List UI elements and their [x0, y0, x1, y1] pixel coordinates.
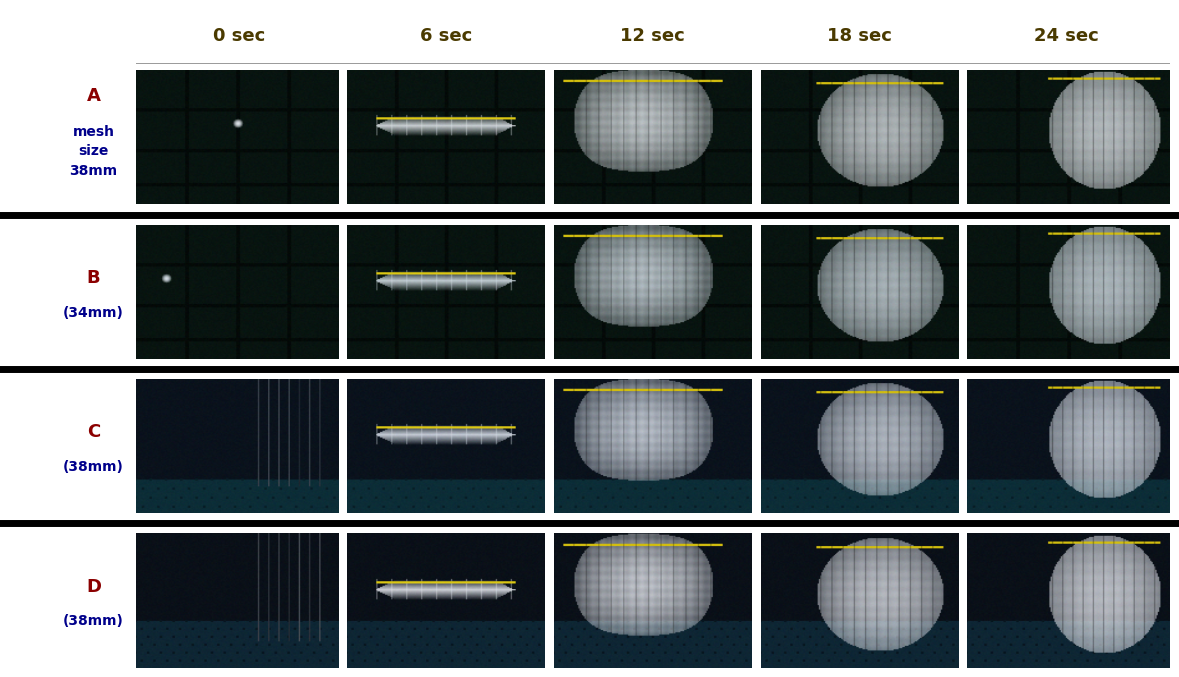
- Text: 6 sec: 6 sec: [420, 27, 472, 45]
- Text: (38mm): (38mm): [62, 615, 124, 628]
- Text: 18 sec: 18 sec: [826, 27, 891, 45]
- Text: A: A: [86, 87, 100, 104]
- Text: 12 sec: 12 sec: [620, 27, 685, 45]
- Text: B: B: [86, 269, 100, 287]
- Text: 0 sec: 0 sec: [213, 27, 265, 45]
- Text: (38mm): (38mm): [62, 460, 124, 474]
- Text: D: D: [86, 577, 101, 596]
- Text: 24 sec: 24 sec: [1034, 27, 1099, 45]
- Text: (34mm): (34mm): [62, 306, 124, 320]
- Text: mesh
size
38mm: mesh size 38mm: [70, 125, 118, 178]
- Text: C: C: [87, 423, 100, 441]
